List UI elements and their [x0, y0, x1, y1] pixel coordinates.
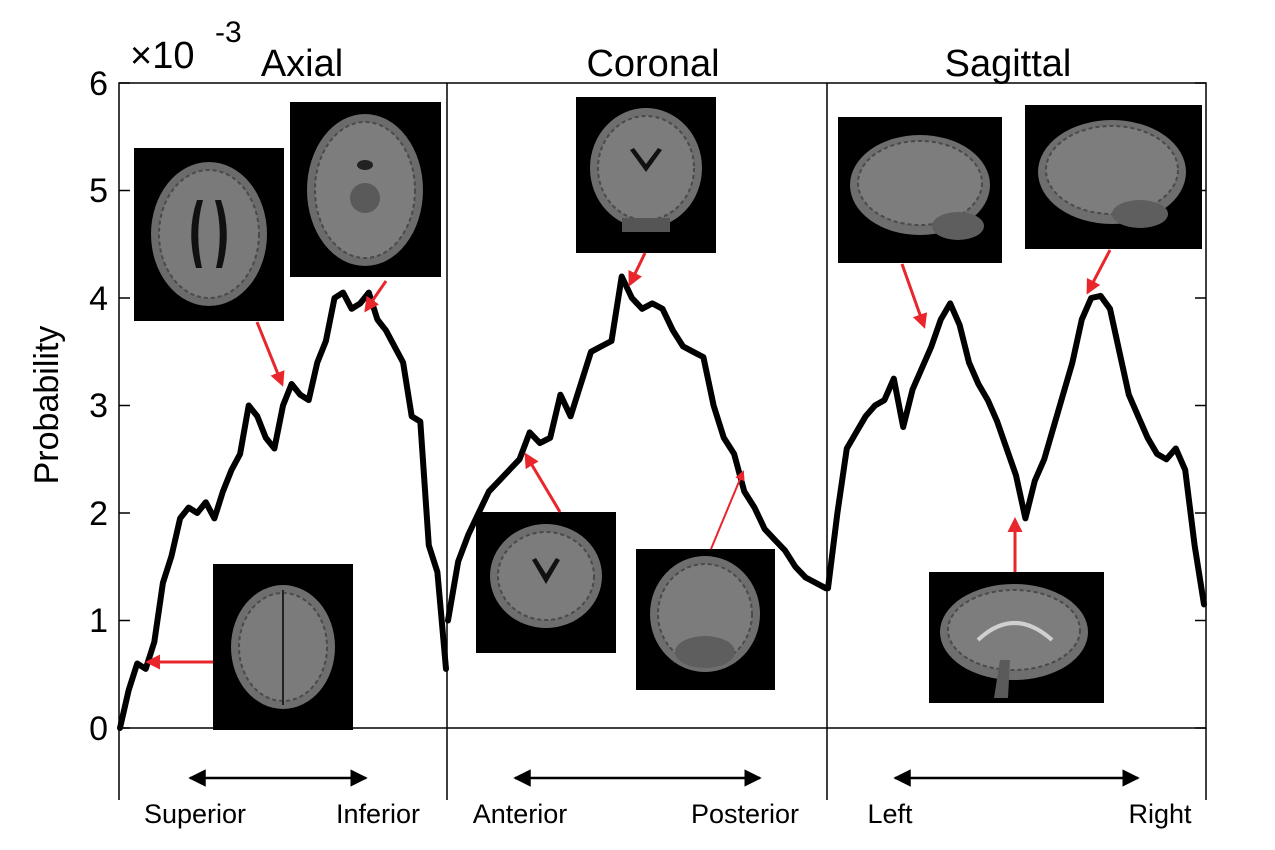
y-axis-label: Probability — [28, 326, 66, 485]
y-tick-label-1: 1 — [89, 602, 108, 640]
y-ticks: 0 1 2 3 4 5 6 — [89, 65, 1206, 748]
inset-axial-ventricles — [134, 148, 284, 321]
inset-coronal-posterior — [636, 549, 775, 690]
series-line-coronal — [445, 273, 829, 624]
direction-label-superior: Superior — [144, 799, 246, 829]
y-tick-label-0: 0 — [89, 710, 108, 748]
direction-label-inferior: Inferior — [336, 799, 420, 829]
arrow-coronal-anterior — [524, 452, 562, 513]
panel-title-sagittal: Sagittal — [945, 43, 1072, 85]
direction-label-anterior: Anterior — [473, 799, 568, 829]
y-tick-2: 2 — [89, 495, 1206, 533]
direction-label-right: Right — [1128, 799, 1192, 829]
inset-sagittal-left — [838, 117, 1002, 263]
y-tick-label-2: 2 — [89, 495, 108, 533]
inset-axial-superior — [213, 564, 353, 730]
y-tick-4: 4 — [89, 280, 1206, 318]
y-tick-label-5: 5 — [89, 172, 108, 210]
annotation-arrows — [145, 249, 1112, 670]
panel-title-coronal: Coronal — [586, 43, 719, 85]
arrow-coronal-mid — [628, 252, 647, 287]
y-tick-1: 1 — [89, 602, 1206, 640]
scale-exponent: -3 — [215, 16, 242, 49]
arrow-axial-midbrain — [364, 280, 388, 313]
inset-sagittal-midline — [929, 572, 1104, 703]
panel-title-axial: Axial — [261, 43, 343, 85]
y-tick-label-6: 6 — [89, 65, 108, 103]
series-layer — [117, 273, 1207, 731]
arrow-coronal-posterior — [710, 470, 745, 550]
direction-label-left: Left — [867, 799, 913, 829]
arrow-sagittal-right — [1086, 249, 1112, 295]
y-tick-label-4: 4 — [89, 280, 108, 318]
inset-coronal-anterior — [476, 512, 616, 653]
arrow-sagittal-left — [900, 263, 928, 329]
y-tick-label-3: 3 — [89, 387, 108, 425]
y-tick-3: 3 — [89, 387, 1206, 425]
series-line-sagittal — [825, 292, 1207, 608]
y-tick-6: 6 — [89, 65, 1206, 103]
inset-coronal-mid — [576, 97, 716, 253]
series-line-axial — [117, 289, 449, 731]
inset-axial-midbrain — [290, 102, 441, 277]
scale-base: ×10 — [130, 35, 194, 77]
inset-sagittal-right — [1025, 105, 1202, 249]
direction-label-posterior: Posterior — [691, 799, 799, 829]
arrow-axial-ventricles — [255, 321, 285, 387]
